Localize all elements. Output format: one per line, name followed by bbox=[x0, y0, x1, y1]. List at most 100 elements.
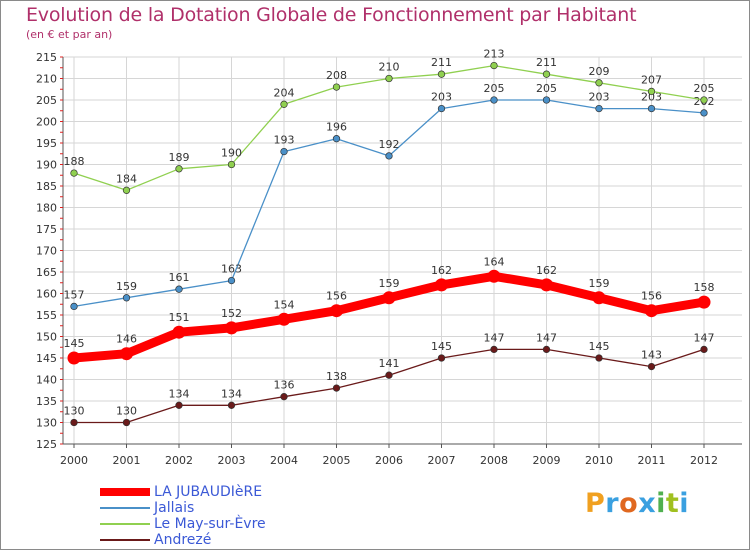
data-label-le-may-sur-evre: 211 bbox=[431, 56, 452, 69]
x-tick-label: 2007 bbox=[428, 454, 456, 467]
data-label-jallais: 193 bbox=[274, 134, 295, 147]
data-point-jallais bbox=[175, 285, 183, 293]
y-tick-label: 155 bbox=[36, 309, 57, 322]
data-point-andreze bbox=[490, 345, 498, 354]
legend-swatch-la-jubaudiere bbox=[100, 488, 150, 496]
proxiti-logo: Proxiti bbox=[585, 488, 690, 519]
data-label-le-may-sur-evre: 207 bbox=[641, 73, 662, 86]
data-point-jallais bbox=[490, 96, 498, 104]
y-tick-label: 150 bbox=[36, 331, 57, 344]
data-point-le-may-sur-evre bbox=[227, 160, 236, 169]
x-tick-label: 2009 bbox=[533, 454, 561, 467]
data-label-la-jubaudiere: 164 bbox=[484, 255, 505, 268]
data-point-andreze bbox=[647, 362, 656, 371]
data-point-le-may-sur-evre bbox=[70, 169, 78, 177]
data-point-andreze bbox=[700, 345, 708, 354]
y-tick-label: 210 bbox=[36, 73, 57, 86]
data-label-andreze: 130 bbox=[64, 405, 85, 418]
data-point-la-jubaudiere bbox=[120, 347, 133, 361]
legend-label-jallais: Jallais bbox=[154, 500, 195, 516]
y-tick-label: 165 bbox=[36, 266, 57, 279]
chart-subtitle: (en € et par an) bbox=[26, 28, 113, 41]
x-tick-label: 2011 bbox=[638, 454, 666, 467]
data-label-andreze: 141 bbox=[379, 357, 400, 370]
data-label-andreze: 147 bbox=[484, 331, 505, 344]
y-tick-label: 145 bbox=[36, 352, 57, 365]
data-label-le-may-sur-evre: 189 bbox=[169, 151, 190, 164]
data-point-jallais bbox=[437, 104, 446, 113]
data-label-la-jubaudiere: 159 bbox=[379, 277, 400, 290]
data-label-la-jubaudiere: 158 bbox=[694, 281, 715, 294]
x-tick-label: 2006 bbox=[375, 454, 403, 467]
data-label-jallais: 205 bbox=[484, 82, 505, 95]
x-tick-label: 2004 bbox=[270, 454, 298, 467]
data-label-la-jubaudiere: 154 bbox=[274, 298, 295, 311]
x-tick-label: 2001 bbox=[113, 454, 141, 467]
data-label-andreze: 136 bbox=[274, 379, 295, 392]
data-label-la-jubaudiere: 156 bbox=[641, 290, 662, 303]
data-label-le-may-sur-evre: 208 bbox=[326, 69, 347, 82]
data-point-la-jubaudiere bbox=[645, 304, 658, 318]
data-point-jallais bbox=[280, 147, 288, 156]
data-point-andreze bbox=[437, 354, 446, 362]
data-point-le-may-sur-evre bbox=[280, 100, 288, 108]
data-label-la-jubaudiere: 162 bbox=[536, 264, 557, 277]
data-point-la-jubaudiere bbox=[277, 312, 291, 326]
data-point-la-jubaudiere bbox=[592, 291, 606, 305]
data-point-le-may-sur-evre bbox=[175, 165, 183, 173]
x-tick-label: 2008 bbox=[480, 454, 508, 467]
y-tick-label: 125 bbox=[36, 438, 57, 451]
data-point-le-may-sur-evre bbox=[647, 87, 656, 96]
data-label-la-jubaudiere: 146 bbox=[116, 333, 137, 346]
data-label-la-jubaudiere: 145 bbox=[64, 337, 85, 350]
y-tick-label: 180 bbox=[36, 202, 57, 215]
data-point-la-jubaudiere bbox=[382, 291, 396, 305]
data-label-le-may-sur-evre: 204 bbox=[274, 86, 295, 99]
data-label-le-may-sur-evre: 210 bbox=[379, 61, 400, 74]
x-tick-label: 2003 bbox=[218, 454, 246, 467]
data-label-jallais: 159 bbox=[116, 280, 137, 293]
data-label-andreze: 130 bbox=[116, 405, 137, 418]
x-tick-label: 2012 bbox=[690, 454, 718, 467]
legend-label-le-may-sur-evre: Le May-sur-Èvre bbox=[154, 516, 266, 532]
data-point-jallais bbox=[70, 302, 78, 311]
y-tick-label: 200 bbox=[36, 116, 57, 129]
data-point-le-may-sur-evre bbox=[595, 79, 603, 87]
data-point-la-jubaudiere bbox=[540, 278, 553, 292]
y-tick-label: 140 bbox=[36, 374, 57, 387]
data-label-la-jubaudiere: 156 bbox=[326, 290, 347, 303]
data-point-le-may-sur-evre bbox=[332, 83, 341, 91]
data-point-la-jubaudiere bbox=[435, 278, 448, 292]
data-point-le-may-sur-evre bbox=[437, 70, 446, 78]
x-tick-label: 2000 bbox=[60, 454, 88, 467]
data-label-le-may-sur-evre: 205 bbox=[694, 82, 715, 95]
y-tick-label: 175 bbox=[36, 223, 57, 236]
data-label-le-may-sur-evre: 209 bbox=[589, 65, 610, 78]
data-point-andreze bbox=[175, 401, 183, 409]
y-tick-label: 215 bbox=[36, 51, 57, 64]
data-label-la-jubaudiere: 159 bbox=[589, 277, 610, 290]
data-label-andreze: 134 bbox=[221, 387, 242, 400]
data-point-andreze bbox=[542, 345, 551, 354]
data-point-andreze bbox=[122, 418, 131, 427]
data-label-la-jubaudiere: 162 bbox=[431, 264, 452, 277]
data-point-la-jubaudiere bbox=[330, 304, 343, 318]
data-label-jallais: 205 bbox=[536, 82, 557, 95]
data-point-jallais bbox=[227, 276, 236, 285]
data-label-le-may-sur-evre: 184 bbox=[116, 172, 137, 185]
data-label-andreze: 143 bbox=[641, 349, 662, 362]
data-label-jallais: 163 bbox=[221, 263, 242, 276]
y-tick-label: 190 bbox=[36, 159, 57, 172]
data-point-le-may-sur-evre bbox=[490, 61, 498, 70]
data-point-andreze bbox=[280, 393, 288, 401]
data-point-jallais bbox=[122, 294, 131, 302]
data-label-jallais: 196 bbox=[326, 121, 347, 134]
x-tick-label: 2005 bbox=[323, 454, 351, 467]
data-point-jallais bbox=[647, 104, 656, 113]
data-point-jallais bbox=[595, 104, 603, 113]
chart-title: Evolution de la Dotation Globale de Fonc… bbox=[26, 4, 637, 26]
data-label-le-may-sur-evre: 211 bbox=[536, 56, 557, 69]
data-label-jallais: 203 bbox=[641, 91, 662, 104]
